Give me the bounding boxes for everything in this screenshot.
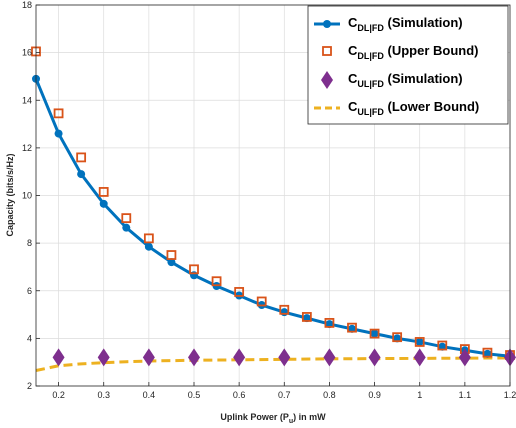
dl-upper-bound-point [53, 108, 64, 119]
dl-upper-bound-point [234, 287, 245, 297]
legend-entry-ul-simulation: CUL|FD (Simulation) [321, 71, 463, 89]
x-tick-label: 1.1 [459, 390, 472, 400]
dl-simulation-point [167, 258, 176, 267]
dl-simulation-point [280, 308, 289, 317]
y-tick-label: 18 [22, 0, 32, 10]
legend-label-dl-simulation: CDL|FD (Simulation) [348, 15, 463, 33]
legend-marker-dl-upper-bound [322, 46, 332, 56]
y-tick-label: 10 [22, 191, 32, 201]
x-tick-label: 0.5 [188, 390, 201, 400]
y-tick-label: 16 [22, 48, 32, 58]
ul-simulation-point [278, 348, 291, 367]
dl-upper-bound-point [76, 152, 87, 163]
ul-simulation-point [142, 348, 155, 367]
dl-simulation-point [415, 337, 424, 346]
x-tick-label: 0.7 [278, 390, 291, 400]
x-tick-label: 0.3 [97, 390, 110, 400]
series-layer [31, 46, 516, 372]
dl-upper-bound-point [482, 347, 493, 358]
dl-upper-bound-point [143, 233, 154, 244]
legend-marker-ul-simulation [321, 71, 333, 89]
x-tick-label: 1 [417, 390, 422, 400]
dl-upper-bound-point [301, 312, 312, 322]
ul-simulation-point [323, 348, 336, 367]
dl-upper-bound-point [369, 328, 380, 339]
dl-upper-bound-point [392, 332, 403, 343]
dl-upper-bound-point [189, 264, 199, 275]
dl-upper-bound-point [98, 187, 109, 197]
dl-simulation-point [144, 242, 153, 251]
dl-upper-bound-point [414, 337, 425, 347]
ul-simulation-point [188, 348, 200, 367]
dl-simulation-point [54, 129, 63, 138]
legend: CDL|FD (Simulation) CDL|FD (Upper Bound)… [307, 5, 509, 125]
ticks: 0.2 0.3 0.4 0.5 0.6 0.7 0.8 0.9 1 1.1 1.2 2 4 6 8 10 12 1… [22, 0, 516, 400]
legend-marker-dl-simulation [323, 20, 331, 28]
dl-upper-bound-point [279, 304, 290, 315]
x-tick-label: 0.2 [52, 390, 65, 400]
x-tick-label: 0.8 [323, 390, 336, 400]
dl-simulation-point [77, 170, 86, 179]
dl-upper-bound-point [256, 296, 267, 307]
dl-upper-bound-point [166, 250, 177, 260]
y-tick-label: 12 [22, 143, 32, 153]
y-tick-label: 14 [22, 95, 32, 105]
x-axis-label: Uplink Power (Pu) in mW [220, 412, 326, 425]
legend-entry-ul-lower-bound: CUL|FD (Lower Bound) [314, 99, 479, 117]
legend-label-ul-simulation: CUL|FD (Simulation) [348, 71, 463, 89]
y-tick-label: 2 [27, 381, 32, 391]
ul-lower-bound-line [35, 356, 511, 372]
dl-upper-bound-point [211, 276, 222, 287]
dl-simulation-point [122, 223, 131, 232]
ul-simulation-point [413, 348, 426, 367]
ul-simulation-point [233, 348, 246, 367]
dl-upper-bound-point [347, 322, 357, 333]
legend-label-ul-lower-bound: CUL|FD (Lower Bound) [348, 99, 479, 117]
y-axis-label: Capacity (bits/s/Hz) [5, 153, 15, 236]
legend-label-dl-upper-bound: CDL|FD (Upper Bound) [348, 43, 479, 61]
dl-upper-bound-point [324, 317, 335, 328]
dl-simulation-point [370, 329, 379, 338]
x-tick-label: 0.6 [233, 390, 246, 400]
y-tick-label: 4 [27, 333, 32, 343]
y-tick-label: 6 [27, 286, 32, 296]
dl-simulation-point [99, 199, 108, 208]
dl-upper-bound-point [121, 213, 132, 224]
ul-simulation-point [97, 348, 110, 367]
dl-simulation-line [34, 78, 511, 358]
legend-entry-dl-simulation: CDL|FD (Simulation) [314, 15, 463, 33]
legend-entry-dl-upper-bound: CDL|FD (Upper Bound) [322, 43, 479, 61]
dl-upper-bound-point [437, 340, 448, 351]
x-tick-label: 0.4 [143, 390, 156, 400]
x-tick-label: 0.9 [368, 390, 381, 400]
ul-simulation-point [368, 348, 381, 367]
x-tick-label: 1.2 [504, 390, 516, 400]
ul-simulation-point [52, 348, 65, 367]
y-tick-label: 8 [27, 238, 32, 248]
legend-box [307, 5, 509, 125]
ul-simulation-point [458, 348, 471, 367]
